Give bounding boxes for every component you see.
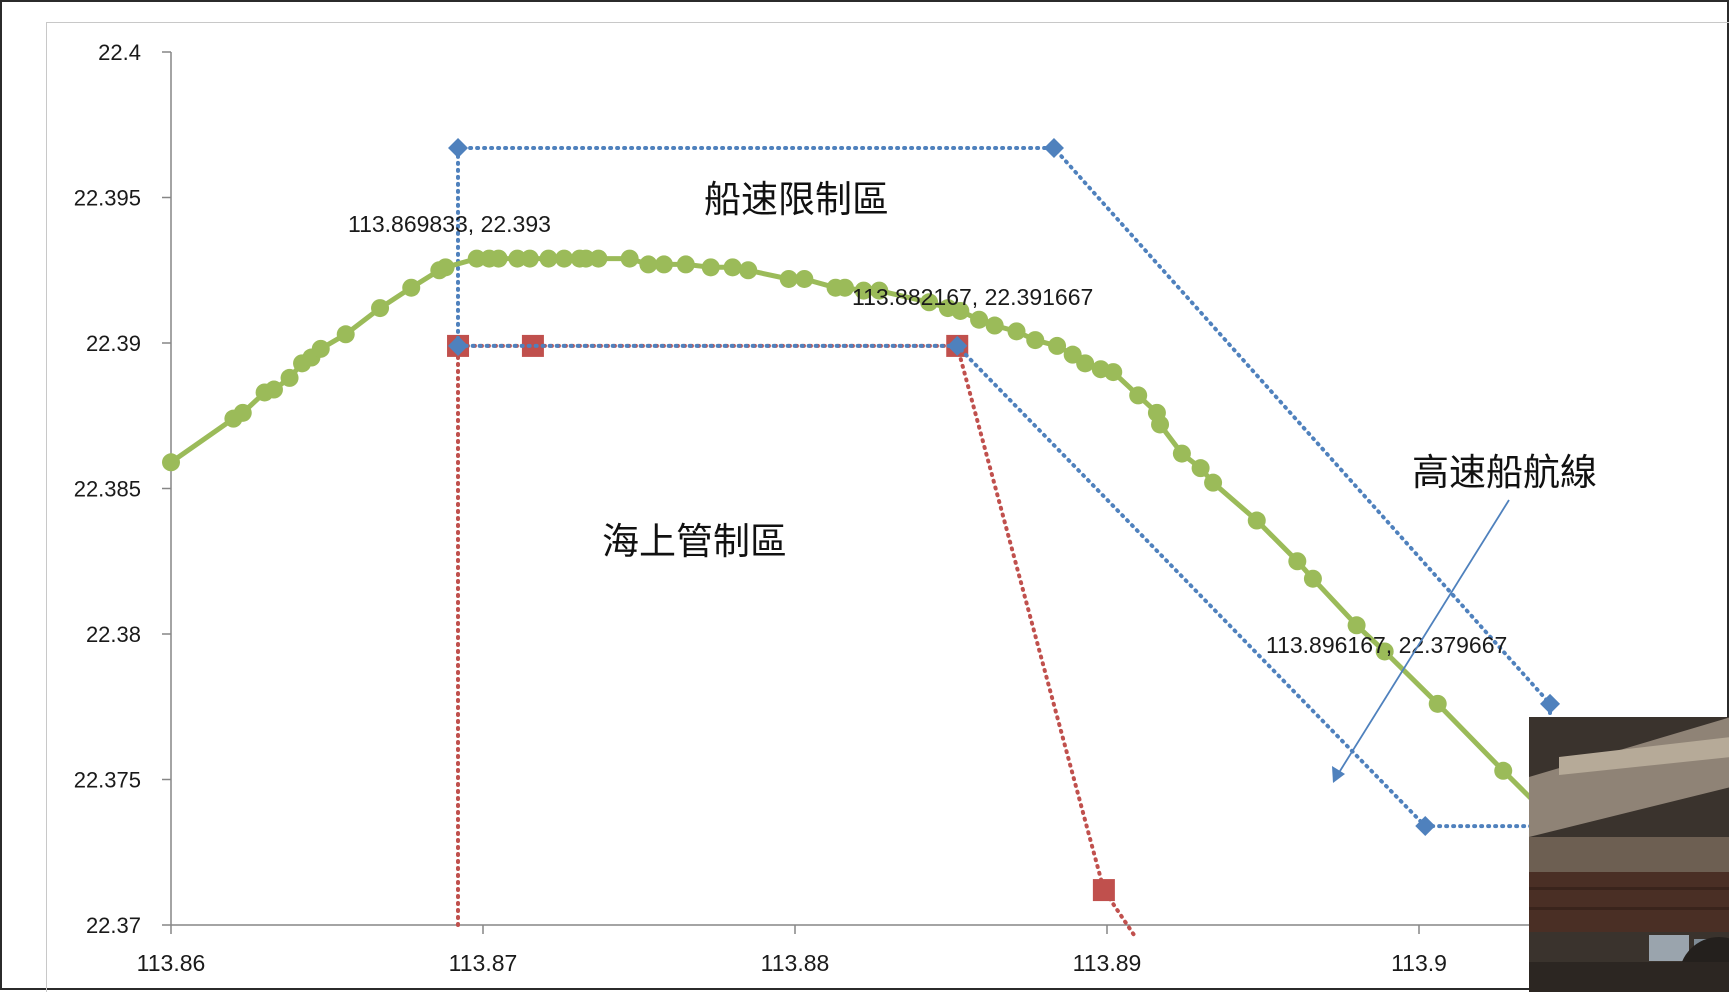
route-point: [795, 269, 814, 288]
route-line: [169, 256, 1702, 956]
route-point: [1129, 386, 1148, 405]
route-point: [985, 316, 1004, 335]
speed-zone-boundary: [456, 146, 1552, 829]
route-point: [576, 249, 595, 268]
control-zone-vertex: [521, 334, 544, 357]
route-point: [489, 249, 508, 268]
y-tick-label: 22.37: [86, 913, 141, 938]
y-tick-label: 22.395: [74, 186, 141, 211]
route-point: [835, 278, 854, 297]
route-point: [1191, 459, 1210, 478]
zone-speed-label: 船速限制區: [704, 179, 889, 220]
x-tick-label: 113.88: [761, 950, 830, 976]
route-point: [1048, 336, 1067, 355]
y-tick-label: 22.375: [74, 768, 141, 793]
camera-inset-photo: [1529, 717, 1729, 992]
route-point: [1151, 415, 1170, 434]
series-blue-speed-zone: [448, 138, 1561, 837]
route-point: [920, 293, 939, 312]
x-tick-label: 113.89: [1073, 950, 1142, 976]
route-arrowhead: [1332, 766, 1345, 783]
y-tick-label: 22.385: [74, 477, 141, 502]
route-point: [1204, 473, 1223, 492]
plot-area-border: [46, 22, 1729, 992]
axis-ticks: 22.4 22.395 22.39 22.385 22.38 22.375 22.37 113…: [74, 40, 1447, 976]
route-point: [1303, 569, 1322, 588]
series-green-route: [162, 249, 1709, 964]
route-arrow: [1334, 499, 1510, 780]
control-zone-vertex: [1092, 879, 1115, 902]
route-point: [508, 249, 527, 268]
route-point: [970, 310, 989, 329]
route-point: [639, 255, 658, 274]
route-point: [1063, 345, 1082, 364]
x-tick-label: 113.86: [137, 950, 206, 976]
route-point: [723, 258, 742, 277]
route-point: [620, 249, 639, 268]
speed-zone-vertex: [1540, 693, 1561, 714]
speed-zone-vertex: [448, 335, 469, 356]
series-red-control-zone: [447, 334, 1138, 939]
route-point: [1375, 642, 1394, 661]
route-point: [739, 261, 758, 280]
route-point: [1494, 761, 1513, 780]
route-point: [1288, 552, 1307, 571]
route-point: [233, 403, 252, 422]
point-a-label: 113.869833, 22.393: [348, 211, 551, 237]
route-point: [1104, 363, 1123, 382]
route-point: [870, 281, 889, 300]
route-point: [779, 269, 798, 288]
y-tick-label: 22.4: [98, 40, 141, 65]
route-point: [555, 249, 574, 268]
route-point: [1026, 331, 1045, 350]
route-point: [280, 368, 299, 387]
route-point: [1007, 322, 1026, 341]
route-point: [1076, 354, 1095, 373]
route-point: [701, 258, 720, 277]
speed-zone-vertex: [1043, 138, 1064, 159]
route-point: [467, 249, 486, 268]
route-point: [311, 339, 330, 358]
route-point: [520, 249, 539, 268]
speed-zone-vertex: [448, 138, 469, 159]
y-tick-label: 22.39: [86, 331, 141, 356]
route-point: [654, 255, 673, 274]
speed-zone-vertex: [1415, 816, 1436, 837]
x-tick-label: 113.87: [449, 950, 518, 976]
route-label: 高速船航線: [1412, 452, 1597, 493]
route-point: [589, 249, 608, 268]
route-point: [854, 281, 873, 300]
route-point: [162, 453, 180, 472]
x-tick-label: 113.9: [1391, 950, 1447, 976]
speed-zone-vertex: [947, 335, 968, 356]
control-zone-boundary: [456, 343, 1138, 939]
route-point: [1247, 511, 1266, 530]
route-point: [336, 325, 355, 344]
point-b-label: 113.882167, 22.391667: [852, 284, 1093, 310]
route-point: [264, 380, 283, 399]
route-point: [1172, 444, 1191, 463]
y-tick-label: 22.38: [86, 622, 141, 647]
route-point: [402, 278, 421, 297]
route-point: [1428, 694, 1447, 713]
route-point: [951, 301, 970, 320]
route-point: [371, 299, 390, 318]
zone-marine-label: 海上管制區: [602, 521, 787, 562]
point-c-label: 113.896167, 22.379667: [1266, 632, 1507, 658]
route-point: [436, 258, 455, 277]
route-point: [1347, 616, 1366, 635]
route-point: [539, 249, 558, 268]
route-point: [676, 255, 695, 274]
